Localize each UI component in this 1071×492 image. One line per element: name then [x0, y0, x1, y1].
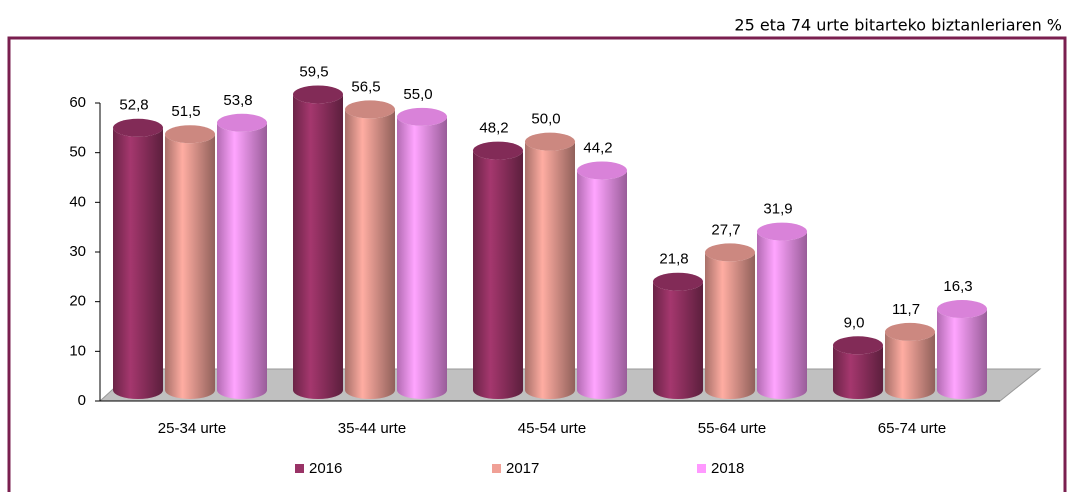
- bar-top: [293, 85, 343, 104]
- bar: [165, 134, 215, 399]
- data-label: 21,8: [659, 251, 688, 268]
- bar-top: [113, 118, 163, 137]
- bar: [113, 127, 163, 399]
- data-label: 44,2: [583, 139, 612, 156]
- bar: [473, 150, 523, 399]
- data-label: 16,3: [943, 278, 972, 295]
- bar: [217, 122, 267, 399]
- y-tick-label: 40: [69, 193, 86, 210]
- data-label: 50,0: [531, 111, 560, 128]
- legend-label: 2016: [309, 460, 342, 477]
- legend-swatch: [295, 464, 304, 473]
- y-tick-label: 30: [69, 243, 86, 260]
- bar: [397, 116, 447, 399]
- bar: [345, 109, 395, 399]
- x-tick-label: 65-74 urte: [878, 420, 946, 437]
- bar-top: [473, 141, 523, 160]
- x-tick-label: 35-44 urte: [338, 420, 406, 437]
- data-label: 59,5: [299, 63, 328, 80]
- bar: [525, 141, 575, 399]
- chart-subtitle: 25 eta 74 urte bitarteko biztanleriaren …: [734, 16, 1062, 35]
- bar-top: [525, 132, 575, 151]
- data-label: 9,0: [844, 314, 865, 331]
- bar-top: [653, 272, 703, 291]
- bar-top: [937, 300, 987, 319]
- legend-swatch: [492, 464, 501, 473]
- bar-top: [885, 322, 935, 341]
- bar-top: [345, 100, 395, 119]
- data-label: 52,8: [119, 97, 148, 114]
- data-label: 31,9: [763, 201, 792, 218]
- bar: [833, 345, 883, 399]
- bar-top: [757, 222, 807, 241]
- data-label: 48,2: [479, 120, 508, 137]
- y-tick-label: 60: [69, 94, 86, 111]
- legend-swatch: [697, 464, 706, 473]
- x-tick-label: 45-54 urte: [518, 420, 586, 437]
- bar: [577, 170, 627, 399]
- x-tick-label: 55-64 urte: [698, 420, 766, 437]
- y-tick-label: 10: [69, 342, 86, 359]
- bar: [757, 231, 807, 399]
- y-tick-label: 50: [69, 144, 86, 161]
- data-label: 27,7: [711, 221, 740, 238]
- bar: [885, 331, 935, 399]
- data-label: 55,0: [403, 86, 432, 103]
- bar: [705, 252, 755, 399]
- y-tick-label: 0: [78, 392, 86, 409]
- bar-top: [397, 107, 447, 126]
- bar-top: [217, 113, 267, 132]
- bar-top: [165, 125, 215, 144]
- bar: [653, 281, 703, 399]
- y-tick-label: 20: [69, 293, 86, 310]
- bar-top: [577, 161, 627, 180]
- bar: [293, 94, 343, 399]
- data-label: 51,5: [171, 103, 200, 120]
- frame: [7, 36, 1067, 492]
- bar-top: [705, 243, 755, 262]
- bar-top: [833, 336, 883, 355]
- legend-label: 2017: [506, 460, 539, 477]
- x-tick-label: 25-34 urte: [158, 420, 226, 437]
- legend-label: 2018: [711, 460, 744, 477]
- bar: [937, 309, 987, 399]
- data-label: 53,8: [223, 92, 252, 109]
- data-label: 56,5: [351, 78, 380, 95]
- data-label: 11,7: [892, 301, 920, 318]
